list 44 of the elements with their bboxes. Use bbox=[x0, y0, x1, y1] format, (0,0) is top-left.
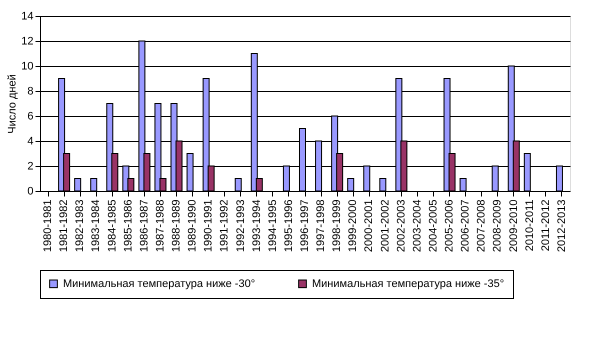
y-tick-label: 4 bbox=[27, 136, 34, 148]
x-tick-label: 1985-1986 bbox=[122, 200, 134, 252]
x-tick-label: 2006-2007 bbox=[460, 200, 472, 252]
legend-label: Минимальная температура ниже -35° bbox=[312, 278, 504, 290]
y-tick-label: 10 bbox=[21, 60, 34, 72]
x-tick-label: 2003-2004 bbox=[411, 200, 424, 252]
x-tick-label: 2004-2005 bbox=[427, 200, 440, 252]
x-tick-label: 2008-2009 bbox=[492, 200, 504, 252]
x-tick-label: 1984-1985 bbox=[106, 200, 118, 252]
x-tick-label: 2000-2001 bbox=[363, 200, 376, 252]
x-tick-label: 1990-1991 bbox=[202, 200, 215, 252]
x-tick-label: 1983-1984 bbox=[90, 200, 102, 252]
legend-label: Минимальная температура ниже -30° bbox=[63, 278, 256, 290]
x-tick-label: 1999-2000 bbox=[347, 200, 360, 252]
x-tick-label: 1987-1988 bbox=[154, 200, 166, 252]
x-tick-label: 1993-1994 bbox=[250, 200, 263, 252]
x-tick-label: 1982-1983 bbox=[74, 200, 86, 252]
x-tick-label: 1981-1982 bbox=[58, 200, 70, 252]
x-tick-label: 2007-2008 bbox=[476, 200, 488, 252]
x-tick-label: 1994-1995 bbox=[266, 200, 279, 252]
y-tick-label: 14 bbox=[21, 10, 34, 22]
y-tick-label: 8 bbox=[27, 86, 34, 98]
x-tick-label: 1992-1993 bbox=[234, 200, 247, 252]
x-tick-label: 1986-1987 bbox=[138, 200, 150, 252]
x-tick-label: 1988-1989 bbox=[170, 200, 183, 252]
y-tick-label: 12 bbox=[21, 36, 34, 48]
x-tick-label: 1996-1997 bbox=[299, 200, 311, 252]
x-tick-label: 2010-2011 bbox=[524, 200, 536, 252]
x-tick-label: 1997-1998 bbox=[315, 200, 328, 252]
x-tick-label: 1998-1999 bbox=[331, 200, 344, 252]
y-axis-title: Число дней bbox=[6, 74, 18, 134]
y-tick-label: 0 bbox=[27, 186, 34, 198]
x-tick-label: 1991-1992 bbox=[218, 200, 231, 252]
x-tick-label: 1989-1990 bbox=[186, 200, 199, 252]
x-tick-label: 2001-2002 bbox=[379, 200, 392, 252]
x-tick-label: 1980-1981 bbox=[42, 200, 54, 252]
y-tick-label: 6 bbox=[27, 110, 34, 122]
x-tick-label: 1995-1996 bbox=[282, 200, 295, 252]
x-tick-label: 2012-2013 bbox=[556, 200, 568, 252]
x-tick-label: 2005-2006 bbox=[444, 200, 456, 252]
y-tick-label: 2 bbox=[27, 160, 34, 172]
x-tick-label: 2011-2012 bbox=[540, 200, 552, 252]
x-tick-label: 2009-2010 bbox=[508, 200, 520, 252]
x-tick-label: 2002-2003 bbox=[395, 200, 408, 252]
